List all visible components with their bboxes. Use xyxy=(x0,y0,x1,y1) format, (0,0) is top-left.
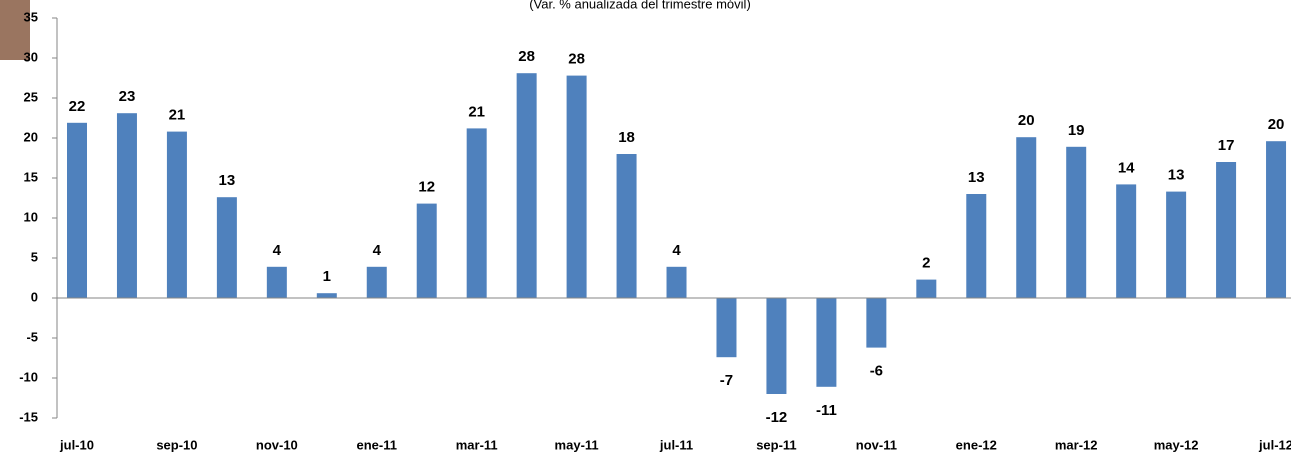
value-label: 13 xyxy=(219,172,236,189)
value-label: -6 xyxy=(870,363,883,380)
bar xyxy=(366,266,387,298)
value-label: 18 xyxy=(618,129,635,146)
x-tick-label: jul-11 xyxy=(659,437,693,452)
value-label: -12 xyxy=(766,409,788,426)
value-label: 13 xyxy=(968,169,985,186)
bar xyxy=(1266,141,1287,298)
x-tick-label: jul-10 xyxy=(59,437,94,452)
bar xyxy=(816,298,837,387)
bar xyxy=(1116,184,1137,298)
value-label: 4 xyxy=(672,242,681,259)
y-tick-label: 0 xyxy=(31,289,38,304)
y-tick-label: 25 xyxy=(24,89,38,104)
x-tick-label: sep-10 xyxy=(156,437,197,452)
bar xyxy=(67,122,87,298)
value-label: 20 xyxy=(1268,116,1285,133)
bar xyxy=(1166,191,1187,298)
value-label: 21 xyxy=(169,107,186,124)
bar xyxy=(266,266,287,298)
value-label: 23 xyxy=(119,88,136,105)
x-tick-label: mar-12 xyxy=(1055,437,1098,452)
x-tick-label: may-12 xyxy=(1154,437,1199,452)
value-label: 4 xyxy=(373,242,382,259)
value-label: 28 xyxy=(518,48,535,65)
x-tick-label: jul-12 xyxy=(1258,437,1291,452)
x-tick-label: ene-12 xyxy=(956,437,997,452)
bar xyxy=(1216,162,1237,298)
value-label: -7 xyxy=(720,372,733,389)
bar xyxy=(516,73,537,298)
value-label: 19 xyxy=(1068,122,1085,139)
y-tick-label: 15 xyxy=(24,169,38,184)
value-label: 12 xyxy=(418,179,435,196)
bar xyxy=(416,203,437,298)
value-label: 2 xyxy=(922,255,930,272)
y-tick-label: 10 xyxy=(24,209,38,224)
x-tick-label: sep-11 xyxy=(756,437,796,452)
bar xyxy=(766,298,787,394)
value-label: 1 xyxy=(323,268,331,285)
y-tick-label: 35 xyxy=(24,9,38,24)
bar xyxy=(316,293,337,298)
bar xyxy=(466,128,487,298)
y-tick-label: -10 xyxy=(19,369,38,384)
x-tick-label: may-11 xyxy=(555,437,599,452)
x-tick-label: nov-11 xyxy=(856,437,897,452)
bar xyxy=(866,298,887,348)
value-label: 22 xyxy=(69,98,86,115)
y-tick-label: 20 xyxy=(24,129,38,144)
value-label: 17 xyxy=(1218,137,1235,154)
y-tick-label: -15 xyxy=(19,409,38,424)
x-tick-label: mar-11 xyxy=(456,437,498,452)
bar xyxy=(716,298,737,358)
y-tick-label: 5 xyxy=(31,249,38,264)
bar xyxy=(966,194,987,298)
bar xyxy=(916,279,937,298)
corner-photo xyxy=(0,0,30,60)
bar xyxy=(1016,137,1037,298)
value-label: 4 xyxy=(273,242,282,259)
x-tick-label: nov-10 xyxy=(256,437,298,452)
bar xyxy=(1066,146,1087,298)
bar xyxy=(116,113,137,298)
y-tick-label: -5 xyxy=(26,329,38,344)
value-label: 21 xyxy=(468,103,485,120)
value-label: -11 xyxy=(816,402,837,419)
bar xyxy=(566,75,587,298)
value-label: 14 xyxy=(1118,159,1135,176)
chart-subtitle: (Var. % anualizada del trimestre móvil) xyxy=(529,0,751,11)
bar xyxy=(616,154,637,298)
y-tick-label: 30 xyxy=(24,49,38,64)
bar xyxy=(166,131,187,298)
value-label: 20 xyxy=(1018,112,1035,129)
bar xyxy=(666,266,687,298)
value-label: 28 xyxy=(568,51,585,68)
bar xyxy=(216,197,237,298)
x-tick-label: ene-11 xyxy=(357,437,397,452)
value-label: 13 xyxy=(1168,167,1185,184)
